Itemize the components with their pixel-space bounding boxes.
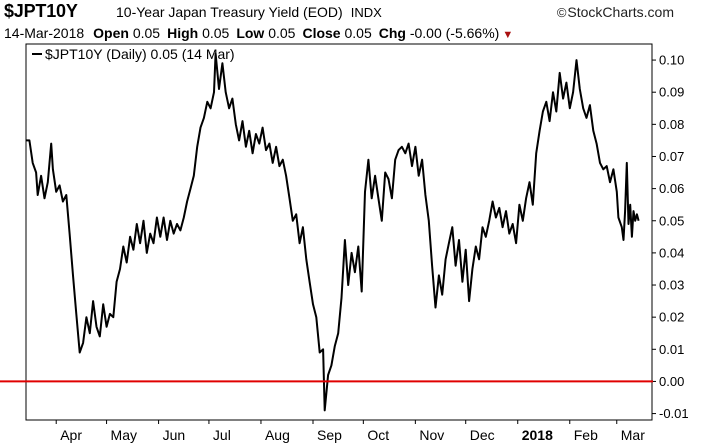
high-value: 0.05	[202, 25, 230, 41]
y-tick-label: 0.01	[659, 342, 684, 357]
x-tick-label: Feb	[574, 427, 598, 443]
y-tick-label: 0.05	[659, 213, 684, 228]
x-tick-label: Apr	[60, 427, 82, 443]
plot-frame	[25, 43, 653, 421]
y-tick-label: 0.10	[659, 53, 684, 68]
open-value: 0.05	[132, 25, 161, 41]
x-tick-label: Oct	[367, 427, 389, 443]
y-tick-label: 0.06	[659, 181, 684, 196]
x-tick-label: 2018	[522, 427, 553, 443]
description-text: 10-Year Japan Treasury Yield (EOD)	[116, 4, 343, 20]
x-tick-label: Dec	[470, 427, 495, 443]
chart-title-row: $JPT10Y 10-Year Japan Treasury Yield (EO…	[0, 1, 720, 23]
x-tick-label: Nov	[419, 427, 444, 443]
y-tick-label: 0.08	[659, 117, 684, 132]
series-line	[26, 52, 640, 412]
x-tick-label: Mar	[621, 427, 645, 443]
y-tick-label: 0.02	[659, 310, 684, 325]
y-tick-label: 0.04	[659, 245, 684, 260]
change-label: Chg	[378, 25, 406, 41]
open-label: Open	[93, 25, 129, 41]
x-tick-label: Jun	[163, 427, 186, 443]
x-tick-label: Aug	[265, 427, 290, 443]
chart-description: 10-Year Japan Treasury Yield (EOD) INDX	[116, 4, 382, 20]
y-tick-label: 0.07	[659, 149, 684, 164]
x-tick-label: Jul	[213, 427, 231, 443]
x-tick-label: Sep	[317, 427, 342, 443]
low-value: 0.05	[268, 25, 296, 41]
low-label: Low	[236, 25, 265, 41]
x-tick-label: May	[111, 427, 137, 443]
close-label: Close	[302, 25, 341, 41]
quote-stats-row: 14-Mar-2018 Open 0.05 High 0.05 Low 0.05 Clo…	[0, 24, 720, 42]
change-value: -0.00 (-5.66%)	[409, 25, 500, 41]
high-label: High	[167, 25, 199, 41]
y-tick-label: 0.03	[659, 278, 684, 293]
quote-stats: 14-Mar-2018 Open 0.05 High 0.05 Low 0.05 Clo…	[4, 25, 513, 41]
brand-label: ©StockCharts.com	[557, 4, 674, 20]
brand-text: StockCharts.com	[567, 4, 674, 20]
close-value: 0.05	[344, 25, 372, 41]
quote-date: 14-Mar-2018	[4, 25, 85, 41]
y-tick-label: 0.09	[659, 85, 684, 100]
copyright-icon: ©	[556, 5, 567, 20]
legend-entry: $JPT10Y (Daily) 0.05 (14 Mar)	[45, 46, 235, 62]
y-tick-label: -0.01	[659, 406, 689, 421]
y-tick-label: 0.00	[659, 374, 684, 389]
down-arrow-icon: ▼	[502, 29, 514, 41]
exchange-label: INDX	[350, 5, 382, 20]
ticker-symbol: $JPT10Y	[4, 1, 78, 21]
